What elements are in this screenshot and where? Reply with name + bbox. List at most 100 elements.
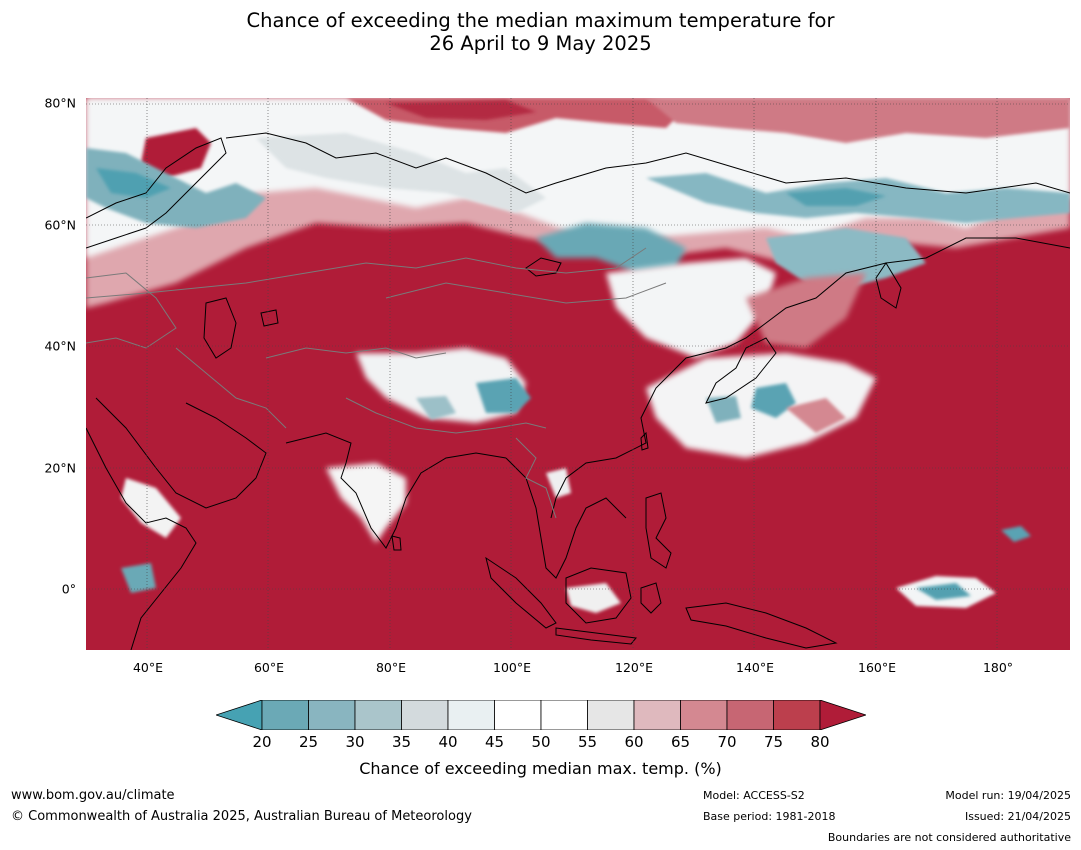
colorbar-tick-60: 60 [624, 733, 644, 751]
band-red-scandinavia [141, 128, 211, 178]
probability-map [86, 98, 1070, 650]
colorbar-box-65-70 [680, 700, 728, 730]
coastline-sri-lanka [391, 535, 402, 551]
gridlines [86, 98, 1070, 650]
footer-model: Model: ACCESS-S2 [703, 789, 805, 802]
colorbar-tick-70: 70 [717, 733, 737, 751]
coastline-borneo [565, 567, 632, 624]
band-teal-equatorial-core [916, 583, 971, 600]
lon-label-80e: 80°E [375, 660, 407, 675]
coastline-east-asia [550, 237, 1070, 519]
coastline-sumatra [485, 556, 557, 629]
coastline-caspian [203, 297, 237, 359]
band-teal-wpacific-2 [706, 396, 741, 423]
colorbar-box-60-65 [633, 700, 681, 730]
lat-label-60n: 60°N [44, 217, 76, 233]
border-china-india [345, 397, 547, 434]
coastline-se-asia [505, 457, 627, 579]
coastline-baikal [525, 257, 562, 277]
lon-label-40e: 40°E [132, 660, 164, 675]
colorbar-box-35-40 [401, 700, 449, 730]
lon-label-160e: 160°E [857, 660, 897, 675]
lon-label-180: 180° [982, 660, 1014, 675]
title-line-1: Chance of exceeding the median maximum t… [246, 9, 835, 32]
colorbar-tick-50: 50 [531, 733, 551, 751]
lon-label-140e: 140°E [735, 660, 775, 675]
band-white-manchuria [606, 258, 776, 358]
band-red-east-arctic [646, 98, 1070, 143]
colorbar-tick-55: 55 [577, 733, 598, 751]
footer-disclaimer: Boundaries are not considered authoritat… [827, 831, 1071, 844]
colorbar-tick-25: 25 [298, 733, 319, 751]
lon-label-60e: 60°E [253, 660, 285, 675]
colorbar-tick-65: 65 [670, 733, 691, 751]
lon-label-100e: 100°E [492, 660, 532, 675]
probability-field [86, 98, 1070, 613]
colorbar-box-50-55 [540, 700, 588, 730]
colorbar-tick-35: 35 [391, 733, 412, 751]
coastlines [86, 132, 1070, 650]
footer-url: www.bom.gov.au/climate [11, 788, 175, 803]
band-teal-africa [121, 563, 156, 593]
colorbar-tick-30: 30 [345, 733, 365, 751]
colorbar-box-25-30 [308, 700, 356, 730]
footer-issued: Issued: 21/04/2025 [964, 810, 1071, 823]
lat-label-20n: 20°N [44, 460, 76, 476]
colorbar-tick-40: 40 [438, 733, 458, 751]
band-grey-siberia [256, 133, 546, 213]
coastline-arabia [95, 397, 267, 509]
coastline-arctic [225, 132, 1070, 194]
band-pink-wpacific [786, 398, 846, 433]
band-teal-tibet-west [416, 396, 456, 420]
band-teal-wpacific-1 [751, 383, 796, 418]
band-teal-marshall [1001, 526, 1031, 542]
colorbar-tick-80: 80 [810, 733, 830, 751]
band-pink-east [746, 273, 866, 348]
colorbar-box-20-25 [261, 700, 309, 730]
coastline-philippines [645, 492, 672, 569]
colorbar-box-40-45 [447, 700, 495, 730]
colorbar-box-45-50 [494, 700, 542, 730]
title-line-2: 26 April to 9 May 2025 [429, 32, 652, 55]
border-east-eu [86, 272, 177, 349]
coastline-japan [705, 337, 777, 404]
coastline-java [555, 627, 637, 645]
colorbar-box-30-35 [354, 700, 402, 730]
colorbar-label: Chance of exceeding median max. temp. (%… [359, 759, 722, 778]
band-teal-tibet [476, 378, 531, 413]
band-red-arctic-core [386, 100, 536, 120]
band-white-africa [121, 478, 181, 538]
coastline-scandinavia [86, 137, 227, 249]
band-teal-northeast-core [786, 188, 886, 206]
border-china-mongolia [385, 282, 667, 304]
band-white-borneo [566, 583, 621, 613]
lat-label-40n: 40°N [44, 338, 76, 354]
border-russia-kazakh [86, 247, 647, 299]
border-iran [175, 347, 287, 429]
band-teal-west-core [96, 168, 171, 198]
coastline-aral [260, 309, 279, 327]
colorbar-box-70-75 [726, 700, 774, 730]
lon-label-120e: 120°E [614, 660, 654, 675]
chart-title: Chance of exceeding the median maximum t… [0, 9, 1081, 55]
colorbar-box-75-80 [773, 700, 821, 730]
band-white-southchina [546, 468, 571, 498]
band-teal-baikal [536, 223, 686, 273]
coastline-new-guinea [685, 602, 838, 649]
band-teal-okhotsk [766, 228, 926, 288]
colorbar [216, 700, 866, 730]
coastline-india [285, 432, 507, 549]
coastline-taiwan [640, 431, 649, 451]
colorbar-tick-45: 45 [484, 733, 505, 751]
colorbar-tick-20: 20 [252, 733, 272, 751]
country-borders [86, 247, 667, 519]
map-svg [86, 98, 1070, 650]
lat-label-80n: 80°N [44, 95, 76, 111]
colorbar-tick-75: 75 [763, 733, 784, 751]
border-sea [515, 437, 557, 519]
footer-base-period: Base period: 1981-2018 [703, 810, 836, 823]
coastline-kamchatka [875, 262, 902, 309]
coastline-sulawesi [640, 582, 662, 614]
footer-model-run: Model run: 19/04/2025 [945, 789, 1071, 802]
coastline-africa [86, 427, 197, 650]
